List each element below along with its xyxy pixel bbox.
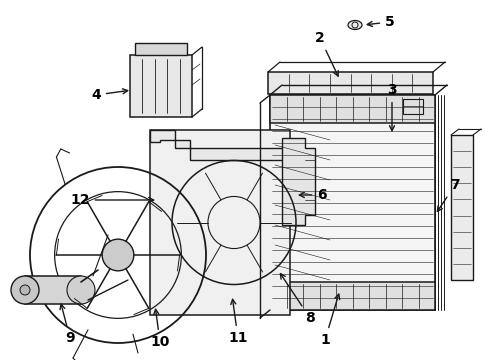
Bar bbox=[270, 282, 435, 310]
Text: 11: 11 bbox=[228, 299, 248, 345]
Bar bbox=[451, 135, 473, 280]
Text: 5: 5 bbox=[368, 15, 395, 29]
Text: 3: 3 bbox=[387, 83, 397, 131]
Text: 10: 10 bbox=[150, 309, 170, 349]
Text: 2: 2 bbox=[315, 31, 338, 76]
Circle shape bbox=[67, 276, 95, 304]
Ellipse shape bbox=[348, 21, 362, 30]
Bar bbox=[403, 99, 423, 114]
Text: 4: 4 bbox=[91, 88, 128, 102]
Text: 6: 6 bbox=[299, 188, 327, 202]
Polygon shape bbox=[150, 130, 290, 315]
Bar bbox=[268, 72, 433, 94]
Bar bbox=[25, 276, 81, 304]
Polygon shape bbox=[150, 130, 290, 160]
Bar bbox=[130, 55, 192, 117]
Bar bbox=[135, 43, 187, 55]
Text: 7: 7 bbox=[438, 178, 460, 211]
Text: 12: 12 bbox=[70, 193, 154, 207]
Bar bbox=[270, 95, 435, 123]
Text: 9: 9 bbox=[60, 304, 75, 345]
Text: 1: 1 bbox=[320, 294, 340, 347]
Circle shape bbox=[11, 276, 39, 304]
Bar bbox=[270, 95, 435, 310]
Text: 8: 8 bbox=[280, 274, 315, 325]
Circle shape bbox=[102, 239, 134, 271]
Circle shape bbox=[20, 285, 30, 295]
Polygon shape bbox=[282, 138, 315, 225]
